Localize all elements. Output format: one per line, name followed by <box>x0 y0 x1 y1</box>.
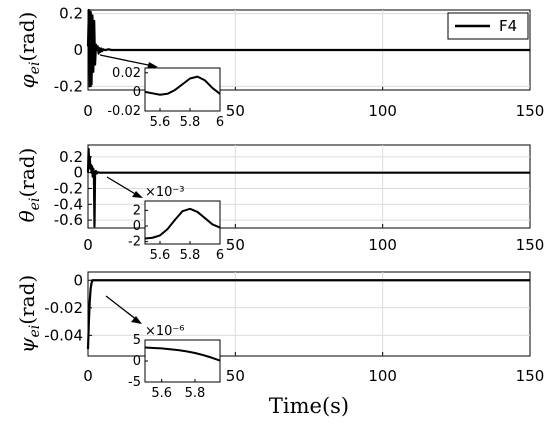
panel-psi: 0-0.02-0.04 ψei(rad) 50-55.6 5.8×10⁻⁶ 0 50… <box>15 271 544 418</box>
series-psi <box>86 279 530 350</box>
inset-x-tick-label-psi: 5.8 <box>185 386 206 401</box>
inset-pointer-arrow-theta <box>106 176 138 196</box>
inset-series-line-phi <box>144 75 221 96</box>
inset-theta: 20-2 5.6 5.8 6 ×10⁻³ <box>128 185 224 263</box>
inset-scale-label-theta: ×10⁻³ <box>145 185 185 200</box>
inset-pointer-arrowhead-phi <box>147 62 158 69</box>
x-ticks-theta: 0 50 100 150 <box>83 236 544 254</box>
x-ticks-phi: 0 50 100 150 <box>83 102 544 120</box>
inset-box-psi <box>144 339 221 383</box>
inset-x-tick-label-phi: 5.6 <box>150 115 171 130</box>
inset-x-tick-label-theta: 5.6 <box>150 248 171 263</box>
inset-y-tick-label-theta: 2 <box>133 203 141 218</box>
inset-scale-label-psi: ×10⁻⁶ <box>145 324 185 339</box>
x-tick-label-theta: 50 <box>226 236 245 254</box>
x-tick-label-phi: 0 <box>83 102 93 120</box>
inset-psi: 5 0 -5 5.6 5.8 ×10⁻⁶ <box>128 324 221 401</box>
x-ticks-psi: 0 50 100 150 <box>83 367 544 385</box>
inset-y-tick-label-theta: -2 <box>128 235 141 250</box>
inset-y-tick-label-psi: 0 <box>133 354 141 369</box>
panel-phi: 0.20-0.2 φei(rad) F4 0.020-0.025.6 5.8 6 0… <box>15 5 544 130</box>
legend-entry-f4: F4 <box>499 17 517 35</box>
inset-pointer-arrow-phi <box>99 54 154 67</box>
y-tick-label-theta: -0.2 <box>54 179 83 197</box>
x-tick-label-psi: 150 <box>516 367 545 385</box>
inset-x-tick-label-phi: 5.8 <box>180 115 201 130</box>
y-tick-label-phi: 0 <box>73 41 83 59</box>
inset-phi: 0.02 0 -0.02 5.6 5.8 6 <box>107 66 224 130</box>
y-tick-label-psi: -0.02 <box>44 299 83 317</box>
y-tick-label-theta: 0.2 <box>59 148 83 166</box>
inset-x-tick-label-phi: 6 <box>216 115 224 130</box>
y-axis-label-phi: φei(rad) <box>15 12 43 89</box>
series-phi <box>86 8 530 88</box>
x-tick-label-phi: 150 <box>516 102 545 120</box>
x-axis-label: Time(s) <box>269 394 349 418</box>
series-theta <box>86 147 530 228</box>
y-tick-label-theta: -0.6 <box>54 211 83 229</box>
inset-y-tick-label-phi: 0 <box>133 85 141 100</box>
x-tick-label-psi: 0 <box>83 367 93 385</box>
series-line-phi-f4 <box>86 8 530 88</box>
y-tick-label-phi: -0.2 <box>54 77 83 95</box>
inset-x-tick-label-theta: 5.8 <box>180 248 201 263</box>
y-tick-label-phi: 0.2 <box>59 5 83 23</box>
y-ticks-phi: 0.2 0 -0.2 <box>54 5 83 96</box>
series-line-psi <box>86 279 530 350</box>
inset-x-tick-label-theta: 6 <box>216 248 224 263</box>
inset-y-tick-label-psi: 5 <box>133 333 141 348</box>
inset-y-tick-label-phi: 0.02 <box>112 66 141 81</box>
inset-y-tick-label-theta: 0 <box>133 219 141 234</box>
inset-series-line-psi <box>144 346 221 362</box>
y-axis-label-psi: ψei(rad) <box>15 275 43 353</box>
x-tick-label-theta: 100 <box>368 236 397 254</box>
panel-theta: 0.20-0.2-0.4-0.6 θei(rad) 20-25.6 5.8 6×10… <box>15 144 544 263</box>
inset-y-tick-label-psi: -5 <box>128 375 141 390</box>
series-line-theta <box>86 147 530 228</box>
y-axis-label-theta: θei(rad) <box>15 148 43 223</box>
x-tick-label-phi: 100 <box>368 102 397 120</box>
y-tick-label-theta: -0.4 <box>54 195 83 213</box>
inset-series-line-theta <box>144 207 221 240</box>
x-tick-label-phi: 50 <box>226 102 245 120</box>
inset-x-tick-label-psi: 5.6 <box>151 386 172 401</box>
inset-pointer-arrow-psi <box>105 295 138 321</box>
x-tick-label-theta: 150 <box>516 236 545 254</box>
inset-pointer-arrowhead-psi <box>131 316 142 324</box>
legend: F4 <box>447 12 529 40</box>
y-tick-label-theta: 0 <box>73 164 83 182</box>
x-tick-label-psi: 50 <box>226 367 245 385</box>
inset-pointer-arrowhead-theta <box>132 191 143 198</box>
inset-box-phi <box>144 67 221 112</box>
y-ticks-psi: 0 -0.02 -0.04 <box>44 271 83 344</box>
x-tick-label-theta: 0 <box>83 236 93 254</box>
inset-y-tick-label-phi: -0.02 <box>107 104 141 119</box>
y-ticks-theta: 0.20-0.2-0.4-0.6 <box>54 148 83 229</box>
x-tick-label-psi: 100 <box>368 367 397 385</box>
y-tick-label-psi: 0 <box>73 271 83 289</box>
y-tick-label-psi: -0.04 <box>44 326 83 344</box>
